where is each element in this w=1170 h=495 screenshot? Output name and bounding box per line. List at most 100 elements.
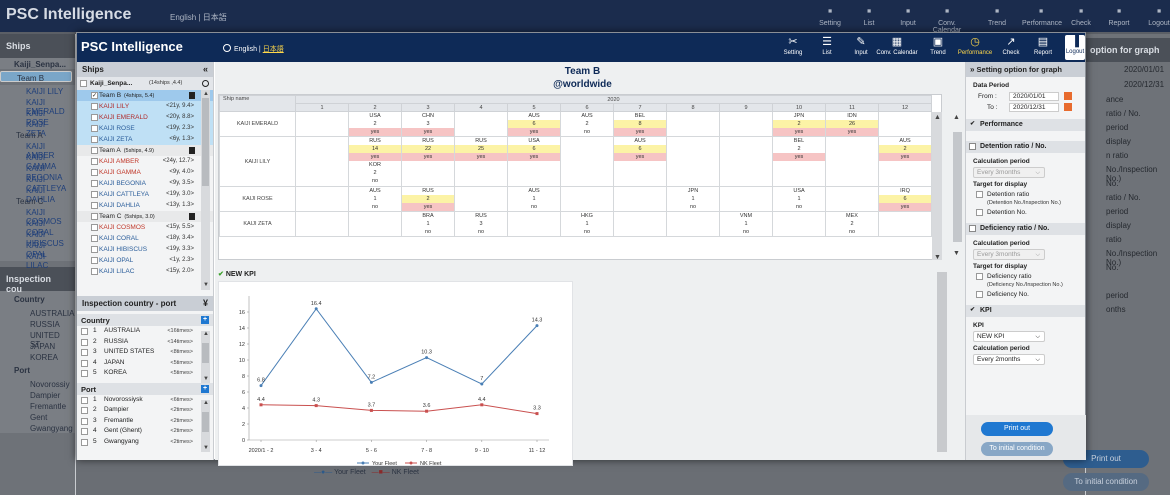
kpi-select[interactable]: NEW KPI ⌵	[973, 331, 1045, 342]
grid-ship-name[interactable]: KAIJI ZETA	[219, 211, 296, 237]
grid-cell[interactable]	[507, 211, 561, 237]
grid-cell[interactable]: IRQ 6 yes	[878, 186, 932, 212]
from-calendar-icon[interactable]	[1064, 92, 1072, 100]
grid-cell[interactable]	[666, 111, 720, 137]
ship-checkbox[interactable]	[91, 158, 98, 165]
deficiency-no-checkbox[interactable]	[976, 291, 983, 298]
grid-cell[interactable]: RUS 2 yes	[401, 186, 455, 212]
ship-checkbox[interactable]	[91, 202, 98, 209]
deficiency-ratio-option[interactable]: Deficiency ratio	[973, 272, 1078, 281]
grid-cell[interactable]	[560, 136, 614, 187]
toolbar-check[interactable]: ↗ Check	[999, 36, 1023, 60]
to-date-input[interactable]: 2020/12/31	[1009, 103, 1059, 112]
deficiency-no-option[interactable]: Deficiency No.	[973, 290, 1078, 299]
print-out-button[interactable]: Print out	[981, 422, 1053, 436]
port-row[interactable]: 5 Gwangyang <2times>	[77, 437, 213, 448]
to-calendar-icon[interactable]	[1064, 103, 1072, 111]
grid-cell[interactable]: AUS 2 yes	[878, 136, 932, 187]
grid-cell[interactable]: RUS 3 no	[454, 211, 508, 237]
country-row[interactable]: 2 RUSSIA <14times>	[77, 337, 213, 348]
port-checkbox[interactable]	[81, 396, 88, 404]
kpi-calc-select[interactable]: Every 2months ⌵	[973, 354, 1045, 365]
grid-cell[interactable]	[295, 136, 349, 187]
team-checkbox[interactable]: ✓	[91, 92, 98, 99]
toolbar-report[interactable]: ▤ Report	[1028, 36, 1058, 60]
country-scroll-up-icon[interactable]: ▲	[203, 331, 209, 337]
detention-ratio-option[interactable]: Detention ratio	[973, 190, 1078, 199]
toolbar-conv-calendar[interactable]: ▦ Conv. Calendar	[874, 36, 920, 60]
team-settings-icon[interactable]	[189, 213, 195, 220]
country-row[interactable]: 1 AUSTRALIA <16times>	[77, 326, 213, 337]
ship-list-scrollbar[interactable]	[201, 90, 210, 290]
ship-row[interactable]: KAIJI AMBER <24y, 12.7>	[77, 156, 213, 167]
scroll-up-icon[interactable]: ▲	[203, 91, 209, 97]
ship-checkbox[interactable]	[91, 103, 98, 110]
grid-cell[interactable]	[613, 186, 667, 212]
deficiency-toggle[interactable]: Deficiency ratio / No.	[966, 223, 1085, 235]
grid-cell[interactable]	[454, 111, 508, 137]
grid-cell[interactable]	[613, 211, 667, 237]
grid-ship-name[interactable]: KAIJI EMERALD	[219, 111, 296, 137]
fleet-root[interactable]: Kaiji_Senpa... (14ships ,4.4)	[77, 77, 213, 90]
grid-cell[interactable]: CHN 3 yes	[401, 111, 455, 137]
add-port-icon[interactable]: +	[201, 384, 209, 393]
ship-row[interactable]: KAIJI GAMMA <9y, 4.0>	[77, 167, 213, 178]
country-row[interactable]: 4 JAPAN <5times>	[77, 358, 213, 369]
grid-cell[interactable]: USA 1 no	[772, 186, 826, 212]
country-scroll-down-icon[interactable]: ▼	[203, 376, 209, 382]
grid-ship-name[interactable]: KAIJI LILY	[219, 136, 296, 187]
detention-no-checkbox[interactable]	[976, 209, 983, 216]
port-scrollbar[interactable]	[201, 399, 210, 452]
grid-cell[interactable]: IDN 26 yes	[825, 111, 879, 137]
port-row[interactable]: 3 Fremantle <2times>	[77, 416, 213, 427]
grid-cell[interactable]	[666, 211, 720, 237]
ship-checkbox[interactable]	[91, 235, 98, 242]
ship-row[interactable]: KAIJI LILAC <15y, 2.0>	[77, 266, 213, 277]
port-row[interactable]: 1 Novorossiysk <6times>	[77, 395, 213, 406]
country-row[interactable]: 5 KOREA <5times>	[77, 368, 213, 379]
team-row[interactable]: Team C (5ships, 3.0)	[77, 211, 213, 222]
grid-cell[interactable]: AUS 2 no	[560, 111, 614, 137]
port-row[interactable]: 4 Gent (Ghent) <2times>	[77, 426, 213, 437]
kpi-toggle[interactable]: ✔ KPI	[966, 305, 1085, 317]
scroll-down-icon[interactable]: ▼	[203, 282, 209, 288]
ship-row[interactable]: KAIJI CATTLEYA <19y, 3.0>	[77, 189, 213, 200]
lang-english[interactable]: English	[234, 46, 257, 53]
grid-cell[interactable]: USA 2 yes	[348, 111, 402, 137]
lang-japanese[interactable]: 日本語	[262, 46, 284, 53]
ship-row[interactable]: KAIJI EMERALD <20y, 8.8>	[77, 112, 213, 123]
expand-icon[interactable]: »	[970, 65, 975, 74]
grid-cell[interactable]: RUS 14 yes KOR 2 no	[348, 136, 402, 187]
grid-scrollbar[interactable]	[932, 112, 942, 260]
team-settings-icon[interactable]	[189, 147, 195, 154]
from-date-input[interactable]: 2020/01/01	[1009, 92, 1059, 101]
toolbar-performance[interactable]: ◷ Performance	[955, 36, 995, 60]
deficiency-ratio-checkbox[interactable]	[976, 273, 983, 280]
team-row[interactable]: ✓ Team B (4ships, 5.4)	[77, 90, 213, 101]
deficiency-calc-select[interactable]: Every 3months ⌵	[973, 249, 1045, 260]
grid-cell[interactable]	[454, 186, 508, 212]
kpi-check-icon[interactable]: ✔	[969, 307, 976, 313]
grid-cell[interactable]	[348, 211, 402, 237]
ship-checkbox[interactable]	[91, 169, 98, 176]
port-checkbox[interactable]	[81, 417, 88, 425]
main-scroll-down-icon[interactable]: ▼	[953, 250, 960, 257]
fleet-settings-icon[interactable]	[202, 80, 209, 87]
grid-cell[interactable]	[719, 136, 773, 187]
ship-checkbox[interactable]	[91, 268, 98, 275]
grid-cell[interactable]: AUS 6 yes	[507, 111, 561, 137]
country-row[interactable]: 3 UNITED STATES <8times>	[77, 347, 213, 358]
detention-ratio-checkbox[interactable]	[976, 191, 983, 198]
port-row[interactable]: 2 Dampier <2times>	[77, 405, 213, 416]
grid-cell[interactable]: USA 6 yes	[507, 136, 561, 187]
grid-cell[interactable]: AUS 1 no	[348, 186, 402, 212]
grid-cell[interactable]	[295, 211, 349, 237]
grid-cell[interactable]: AUS 6 yes	[613, 136, 667, 187]
toolbar-input[interactable]: ✎ Input	[849, 36, 873, 60]
grid-cell[interactable]	[878, 111, 932, 137]
detention-calc-select[interactable]: Every 3months ⌵	[973, 167, 1045, 178]
detention-no-option[interactable]: Detention No.	[973, 208, 1078, 217]
team-checkbox[interactable]	[91, 213, 98, 220]
ship-row[interactable]: KAIJI ZETA <6y, 1.3>	[77, 134, 213, 145]
main-scrollbar[interactable]	[937, 272, 947, 452]
